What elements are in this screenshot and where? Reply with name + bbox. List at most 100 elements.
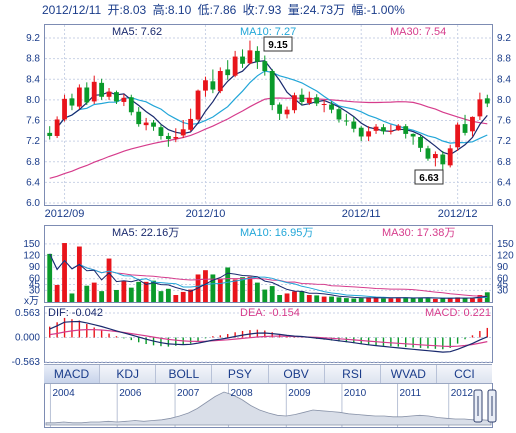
candle-body xyxy=(180,129,186,136)
tab-kdj[interactable]: KDJ xyxy=(100,365,157,383)
volume-legend-ma30: MA30: 17.38万 xyxy=(382,227,455,239)
volume-bar xyxy=(432,298,438,302)
price-xtick: 2012/10 xyxy=(186,208,226,220)
overview-year-label: 2006 xyxy=(119,388,142,399)
range-handle-right[interactable] xyxy=(487,389,497,423)
candle-body xyxy=(262,61,268,71)
volume-bar xyxy=(62,243,67,302)
annotation-high-label: 9.15 xyxy=(268,40,288,51)
price-ytick-right: 6.8 xyxy=(497,157,511,168)
volume-bar xyxy=(388,298,394,302)
candle-body xyxy=(381,127,386,132)
header-low-label: 低: xyxy=(198,3,213,17)
candle-body xyxy=(151,122,156,127)
overview-area xyxy=(45,391,492,426)
candle-body xyxy=(128,97,134,113)
volume-bar xyxy=(240,277,245,302)
candle-body xyxy=(447,148,453,166)
volume-bar xyxy=(121,281,127,302)
volume-bar xyxy=(403,297,409,302)
candle-body xyxy=(336,109,342,120)
volume-bar xyxy=(232,279,238,302)
candle-body xyxy=(395,125,401,131)
volume-bar xyxy=(277,295,283,302)
macd-legend-macd: MACD: 0.221 xyxy=(425,307,491,319)
tab-psy[interactable]: PSY xyxy=(212,365,269,383)
candle-body xyxy=(165,135,171,140)
volume-ytick-right: 30 xyxy=(497,285,509,296)
tab-cci[interactable]: CCI xyxy=(454,367,475,381)
price-ytick-left: 9.2 xyxy=(26,33,40,44)
candle-body xyxy=(351,121,357,129)
candle-body xyxy=(470,116,475,132)
volume-bar xyxy=(410,298,416,302)
macd-legend-dea: DEA: -0.154 xyxy=(240,307,300,319)
header-change-label: 幅: xyxy=(351,2,366,17)
price-legend-ma5: MA5: 7.62 xyxy=(112,26,162,38)
volume-bar xyxy=(151,280,156,302)
volume-ytick-right: 90 xyxy=(497,262,509,273)
header-quote: 2012/12/11 开:8.03 高:8.10 低:7.86 收:7.93 量… xyxy=(42,2,405,17)
ma30-line xyxy=(49,97,488,179)
tab-macd[interactable]: MACD xyxy=(44,365,101,383)
candle-body xyxy=(99,82,105,97)
tab-boll[interactable]: BOLL xyxy=(156,365,213,383)
volume-bar xyxy=(106,258,112,302)
volume-bar xyxy=(447,297,453,302)
price-xtick: 2012/11 xyxy=(342,208,381,220)
candle-body xyxy=(106,91,112,97)
candle-body xyxy=(306,97,312,103)
header-change: -1.00% xyxy=(367,3,405,17)
volume-bar xyxy=(91,282,97,302)
volume-bar xyxy=(306,295,312,302)
candle-body xyxy=(292,95,297,111)
tab-rsi[interactable]: RSI xyxy=(325,365,381,383)
candle-body xyxy=(225,69,231,76)
price-ytick-right: 8.0 xyxy=(497,95,511,106)
candle-body xyxy=(321,104,327,105)
candle-body xyxy=(269,71,275,106)
volume-bar xyxy=(143,281,149,302)
macd-ytick-left: 0.563 xyxy=(15,308,40,319)
volume-ytick-left: 30 xyxy=(29,285,41,296)
header-open-label: 开: xyxy=(108,3,123,17)
overview-year-label: 2012 xyxy=(451,388,474,399)
header-high-label: 高: xyxy=(153,2,168,17)
price-legend-ma30: MA30: 7.54 xyxy=(390,26,446,38)
volume-bar xyxy=(269,286,275,302)
volume-bar xyxy=(225,267,231,302)
candle-body xyxy=(314,97,320,104)
header-close: 7.93 xyxy=(258,3,282,17)
candle-body xyxy=(410,133,416,137)
candle-body xyxy=(358,127,364,137)
volume-bar xyxy=(217,278,223,302)
candle-body xyxy=(62,98,67,120)
volume-bar xyxy=(210,274,216,302)
tab-wvad[interactable]: WVAD xyxy=(381,365,437,383)
price-ytick-right: 8.8 xyxy=(497,54,511,65)
dif-line xyxy=(49,320,488,353)
overview-panel xyxy=(45,391,492,426)
candle-body xyxy=(203,80,208,91)
annotation-low-label: 6.63 xyxy=(419,173,439,184)
price-ytick-left: 7.2 xyxy=(26,136,40,147)
price-xtick: 2012/12 xyxy=(438,208,478,220)
volume-ma30-line xyxy=(49,253,488,297)
candle-body xyxy=(366,131,372,137)
tab-obv[interactable]: OBV xyxy=(269,365,325,383)
candle-body xyxy=(418,137,423,148)
candle-body xyxy=(84,87,90,103)
macd-ytick-left: 0.000 xyxy=(15,333,40,344)
range-handle-left[interactable] xyxy=(473,389,483,423)
candle-body xyxy=(440,154,446,165)
candle-body xyxy=(47,132,53,136)
candle-body xyxy=(210,81,216,90)
volume-bar xyxy=(76,246,82,302)
volume-bar xyxy=(158,291,164,302)
axis-labels: 9.2 9.2 8.8 8.8 8.4 8.4 8.0 8.0 7.6 7.6 7.2 7.2 6.8 6… xyxy=(12,33,514,399)
price-panel xyxy=(47,40,490,179)
header-volume-label: 量: xyxy=(288,3,303,17)
volume-bar xyxy=(99,291,105,302)
price-xtick: 2012/09 xyxy=(45,208,85,220)
